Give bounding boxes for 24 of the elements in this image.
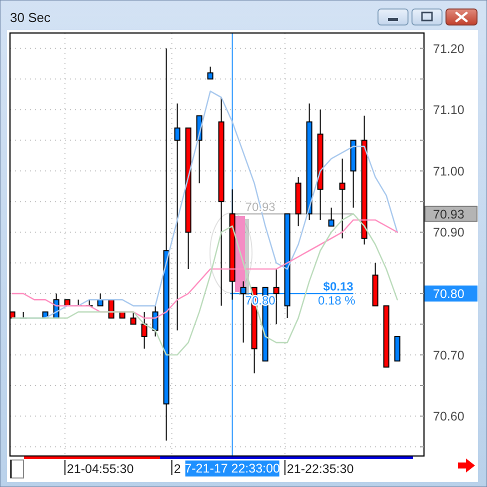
x-tick-label: 21-22:35:30 xyxy=(286,462,354,476)
candlestick xyxy=(141,311,148,350)
text: 70.93 xyxy=(433,207,464,222)
candlestick xyxy=(174,103,180,331)
y-tick-label: 71.20 xyxy=(433,42,464,56)
x-tick-label: 2 xyxy=(174,462,181,476)
candlestick xyxy=(240,280,246,344)
candlestick xyxy=(130,311,136,325)
candlestick xyxy=(328,207,334,227)
y-tick-label: 70.90 xyxy=(433,226,464,240)
y-tick-label: 71.00 xyxy=(433,164,464,178)
annotation: $0.13 xyxy=(323,280,354,294)
candlestick xyxy=(339,158,346,239)
chart-title: 30 Sec xyxy=(10,10,51,25)
candlestick xyxy=(207,66,214,80)
line-series xyxy=(12,213,398,356)
text: 70.80 xyxy=(433,287,464,302)
annotation: 0.18 % xyxy=(318,294,356,308)
y-tick-label: 70.60 xyxy=(433,410,464,424)
x-tick-label: 21-04:55:30 xyxy=(66,462,134,476)
y-tick-label: 71.10 xyxy=(433,103,464,118)
y-tick-label: 70.70 xyxy=(433,348,464,362)
candlestick xyxy=(152,305,158,337)
candlestick xyxy=(273,268,280,325)
